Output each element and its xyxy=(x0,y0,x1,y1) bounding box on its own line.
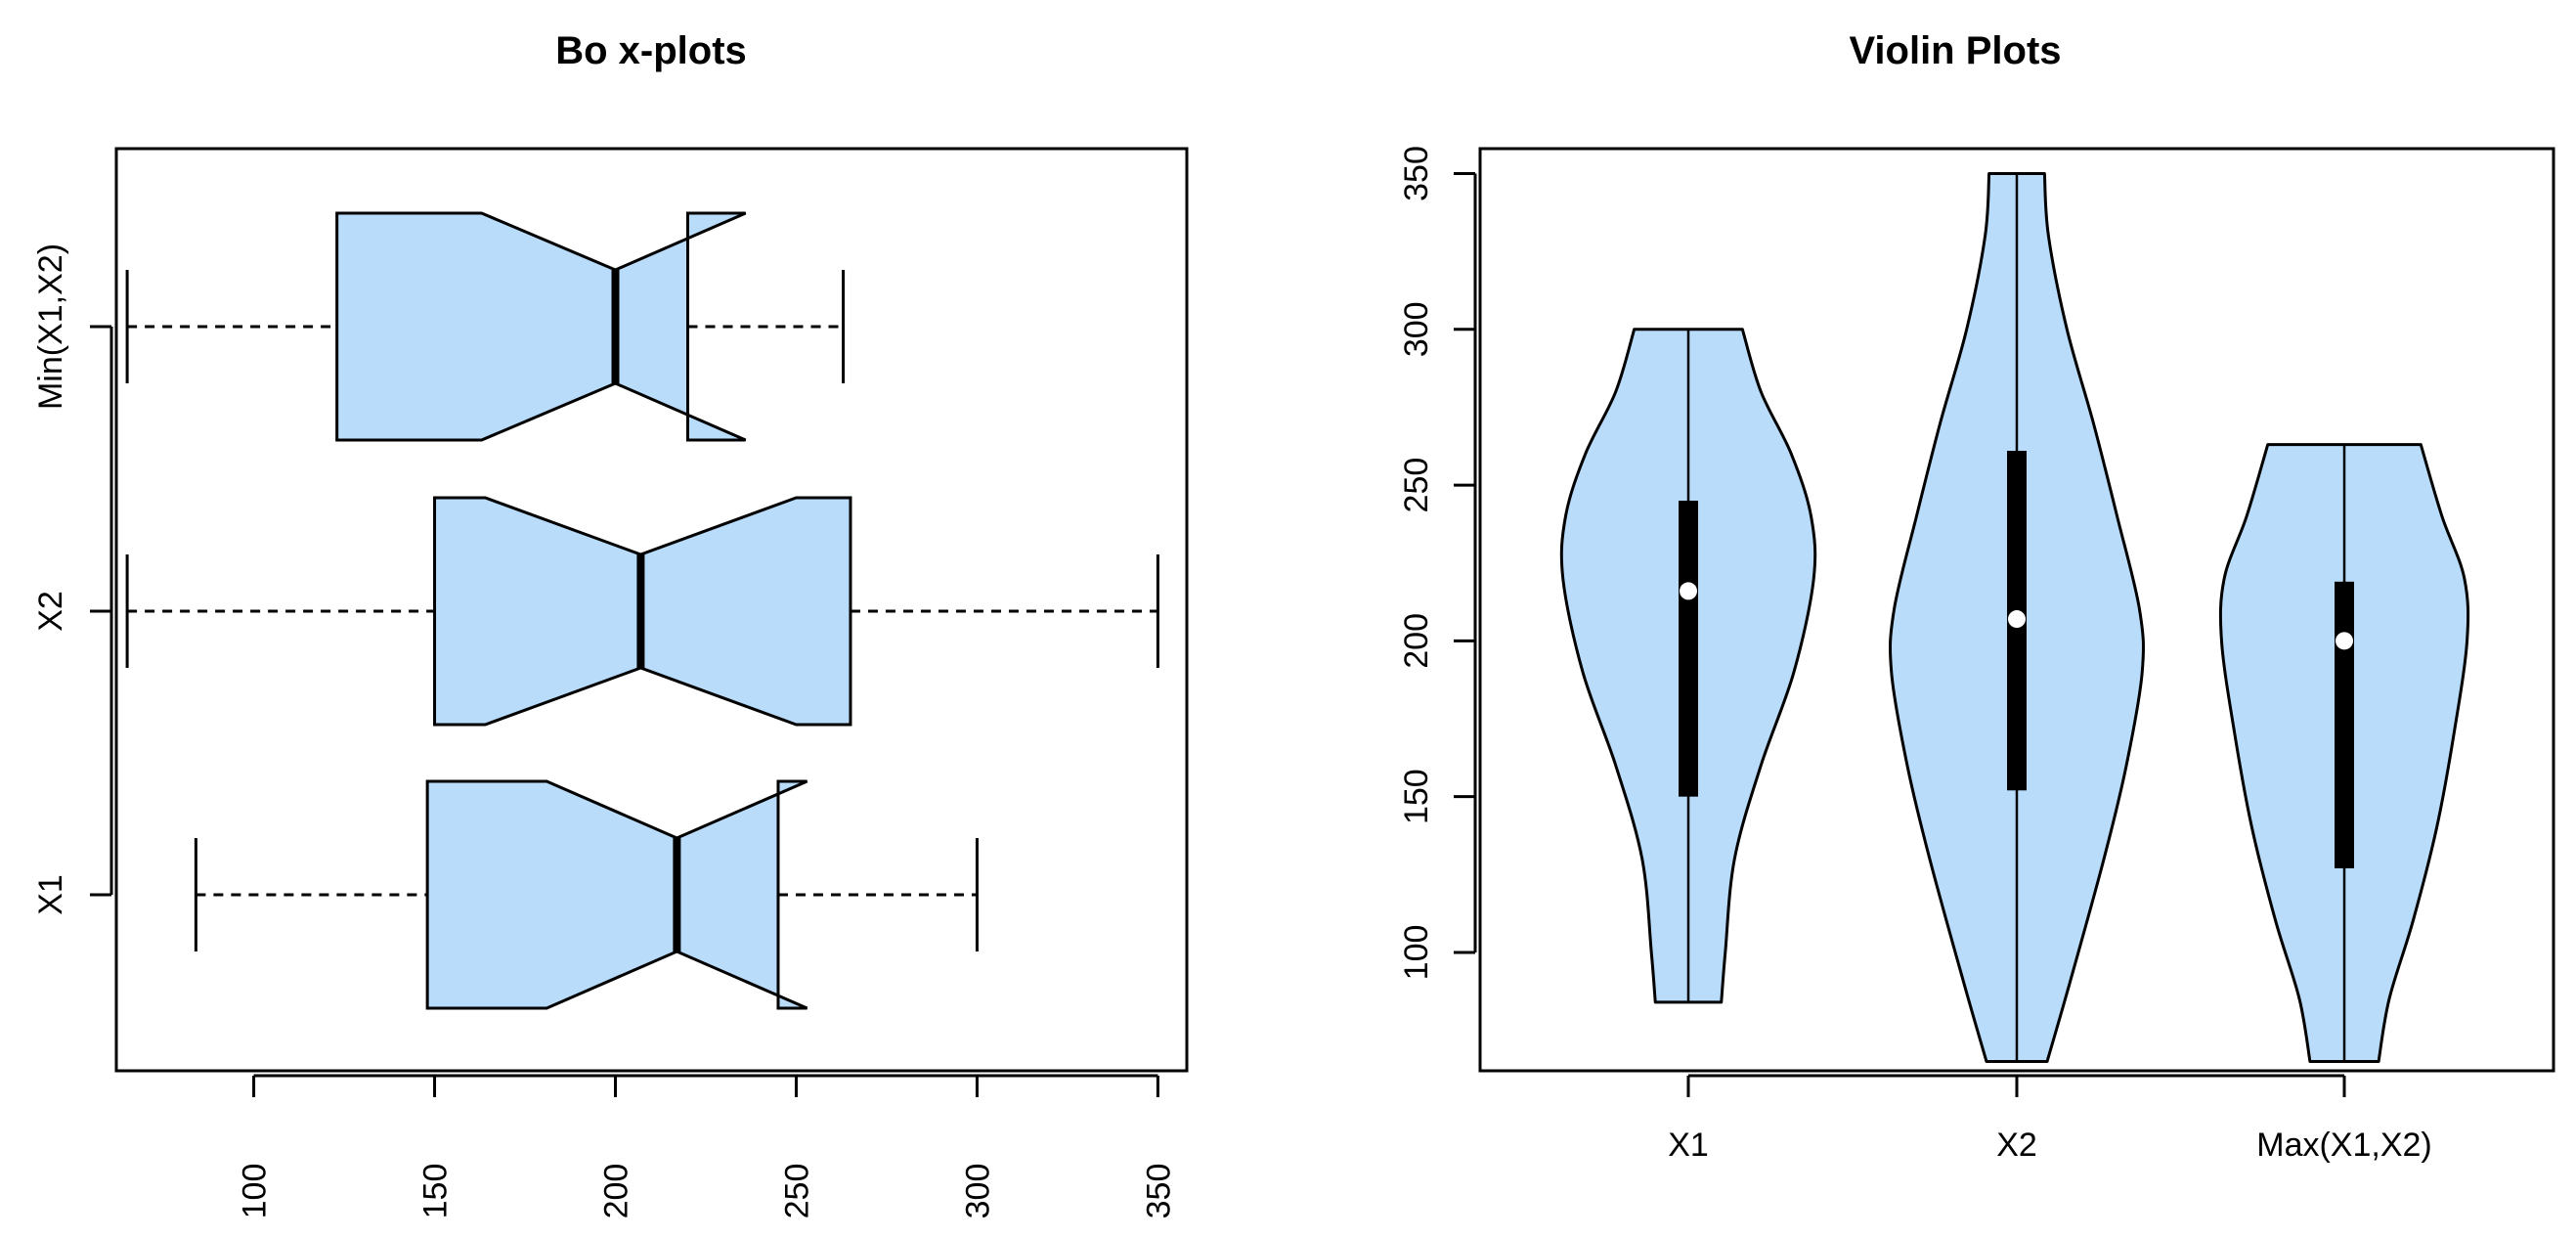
box-X2 xyxy=(125,496,1159,727)
boxplot-frame xyxy=(114,147,1189,1073)
boxplot-panel: Bo x-plots 100 150 200 250 300 350 X1 X2 Min(X1… xyxy=(32,29,1189,1219)
x-tick-label: Max(X1,X2) xyxy=(2256,1127,2432,1164)
box-body xyxy=(425,779,808,1010)
y-tick-label: 200 xyxy=(1398,613,1435,669)
violin-median-dot xyxy=(2008,610,2026,629)
y-tick-label: 300 xyxy=(1398,301,1435,357)
y-tick-label: X2 xyxy=(32,591,69,632)
violin-iqr-box xyxy=(2335,581,2354,868)
violin-panel: Violin Plots X1 X2 Max(X1,X2) 100 150 200 250… xyxy=(1398,29,2555,1164)
box-body xyxy=(335,211,747,442)
box-X1 xyxy=(194,779,979,1010)
y-tick-label: X1 xyxy=(32,874,69,915)
violin-title: Violin Plots xyxy=(1849,29,2061,72)
y-tick-label: 250 xyxy=(1398,458,1435,513)
violin-x-axis: X1 X2 Max(X1,X2) xyxy=(1668,1074,2432,1164)
y-tick-label: 150 xyxy=(1398,769,1435,824)
x-tick-label: 350 xyxy=(1140,1164,1177,1219)
y-tick-label: 350 xyxy=(1398,146,1435,201)
boxplot-marks xyxy=(125,211,1159,1010)
violin-median-dot xyxy=(1680,582,1697,600)
boxplot-title: Bo x-plots xyxy=(555,29,747,72)
violin-X2 xyxy=(1889,171,2145,1063)
x-tick-label: 300 xyxy=(959,1164,996,1219)
violin-median-dot xyxy=(2336,632,2353,650)
violin-X1 xyxy=(1559,328,1817,1004)
violin-frame xyxy=(1478,147,2555,1073)
violin-iqr-box xyxy=(1679,500,1698,797)
x-tick-label: 200 xyxy=(598,1164,635,1219)
box-Min(X1,X2) xyxy=(125,211,846,442)
x-tick-label: 100 xyxy=(237,1164,274,1219)
boxplot-y-axis: X1 X2 Min(X1,X2) xyxy=(32,243,113,915)
x-tick-label: 150 xyxy=(417,1164,455,1219)
violin-marks xyxy=(1559,171,2470,1063)
boxplot-x-axis: 100 150 200 250 300 350 xyxy=(237,1074,1177,1219)
violin-Max(X1,X2) xyxy=(2218,443,2470,1063)
x-tick-label: X2 xyxy=(1996,1127,2037,1164)
y-tick-label: Min(X1,X2) xyxy=(32,243,69,410)
x-tick-label: X1 xyxy=(1668,1127,1709,1164)
x-tick-label: 250 xyxy=(778,1164,815,1219)
y-tick-label: 100 xyxy=(1398,925,1435,981)
violin-y-axis: 100 150 200 250 300 350 xyxy=(1398,146,1477,981)
